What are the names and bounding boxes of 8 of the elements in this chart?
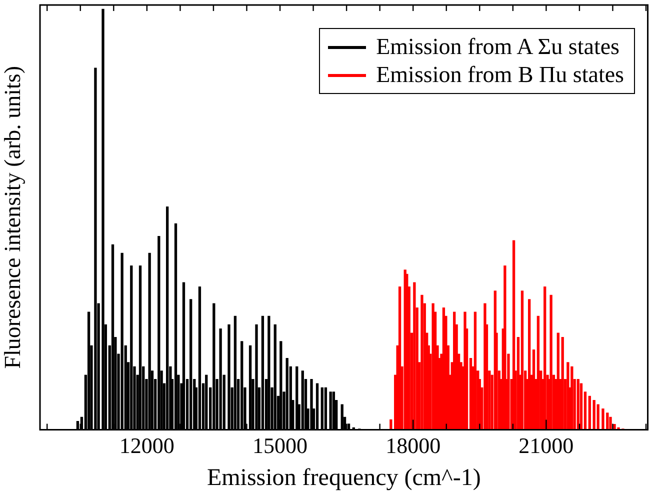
x-axis-title: Emission frequency (cm^-1) (206, 464, 481, 491)
legend-label: Emission from B Πu states (376, 61, 624, 89)
x-tick-label: 18000 (386, 432, 441, 458)
y-axis-title: Fluoresence intensity (arb. units) (0, 66, 25, 369)
legend-label: Emission from A Σu states (376, 33, 620, 61)
x-tick-label: 21000 (518, 432, 574, 458)
x-tick-label: 15000 (252, 432, 308, 458)
x-tick-label: 12000 (119, 432, 174, 458)
